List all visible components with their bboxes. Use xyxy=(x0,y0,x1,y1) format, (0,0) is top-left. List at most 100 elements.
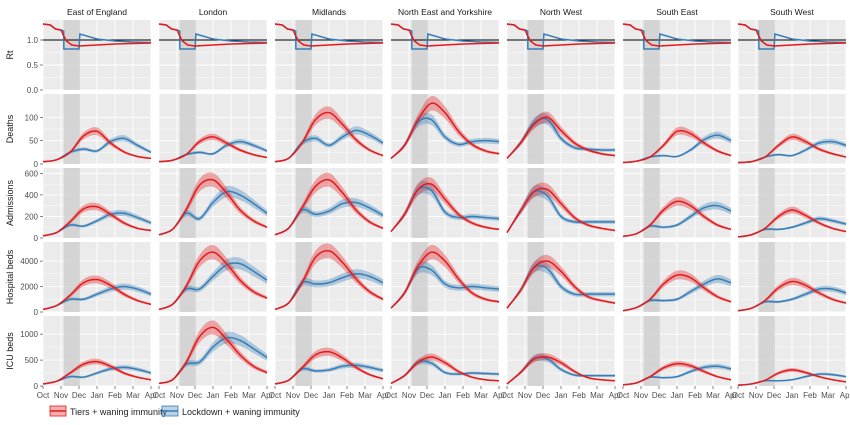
strip-south-east: South East xyxy=(623,3,731,19)
y-tick-label: 2000 xyxy=(20,283,38,292)
series-line-tiers xyxy=(622,362,732,386)
series-band-tiers xyxy=(275,347,383,385)
panel-east-of-england-rt: 0.0 0.5 1.0 Rt xyxy=(5,20,152,95)
lockdown-shade xyxy=(758,316,775,386)
lockdown-shade xyxy=(643,94,660,164)
lockdown-shade xyxy=(179,94,196,164)
panel-midlands-rt xyxy=(274,20,384,91)
x-tick-label: Mar xyxy=(706,391,720,400)
panel-north-east-and-yorkshire-hospital xyxy=(390,242,500,313)
strip-title-midlands: Midlands xyxy=(312,7,346,17)
panel-east-of-england-deaths: 0 50 100 Deaths xyxy=(5,94,152,169)
x-tick-label: Mar xyxy=(242,391,256,400)
y-axis-label-deaths: Deaths xyxy=(5,114,15,143)
series-line-tiers xyxy=(274,350,384,385)
x-tick-label: Oct xyxy=(617,391,630,400)
panel-north-west-icu: Oct Nov Dec Jan Feb Mar Apr xyxy=(501,316,622,400)
series-line-tiers xyxy=(42,23,152,47)
strip-south-west: South West xyxy=(738,3,846,19)
x-tick-label: Jan xyxy=(323,391,336,400)
panel-south-west-admissions xyxy=(737,168,847,239)
panel-london-admissions xyxy=(158,168,268,239)
legend-label-tiers: Tiers + waning immunity xyxy=(70,407,167,417)
lockdown-shade xyxy=(643,316,660,386)
y-tick-label: 100 xyxy=(25,113,39,122)
series-line-tiers xyxy=(622,273,732,312)
lockdown-shade xyxy=(527,242,544,312)
x-tick-label: Mar xyxy=(821,391,835,400)
series-line-tiers xyxy=(158,251,268,311)
series-line-tiers xyxy=(274,249,384,311)
x-tick-label: Apr xyxy=(261,391,274,400)
x-tick-label: Jan xyxy=(671,391,684,400)
y-axis-label-admissions: Admissions xyxy=(5,179,15,226)
x-tick-label: Mar xyxy=(358,391,372,400)
lockdown-shade xyxy=(527,168,544,238)
x-tick-label: Jan xyxy=(91,391,104,400)
series-band-tiers xyxy=(391,95,499,160)
y-tick-label: 200 xyxy=(25,212,39,221)
series-band-tiers xyxy=(623,126,731,163)
x-tick-label: Apr xyxy=(493,391,506,400)
y-tick-label: 0 xyxy=(34,160,39,169)
lockdown-shade xyxy=(411,316,428,386)
series-line-tiers xyxy=(42,360,152,385)
x-tick-label: Feb xyxy=(803,391,817,400)
lockdown-shade xyxy=(758,94,775,164)
x-tick-label: Oct xyxy=(385,391,398,400)
series-band-lockdown xyxy=(738,285,846,311)
panel-south-west-rt xyxy=(737,20,847,91)
strip-title-south-west: South West xyxy=(770,7,814,17)
x-tick-label: Apr xyxy=(840,391,850,400)
strip-london: London xyxy=(159,3,267,19)
series-line-tiers xyxy=(390,23,500,47)
y-axis-label-icu: ICU beds xyxy=(5,332,15,370)
panel-north-west-admissions xyxy=(506,168,616,239)
lockdown-shade xyxy=(643,168,660,238)
panel-south-east-rt xyxy=(622,20,732,91)
x-tick-label: Oct xyxy=(269,391,282,400)
x-tick-label: Oct xyxy=(732,391,745,400)
legend: Tiers + waning immunity Lockdown + wanin… xyxy=(49,405,300,417)
lockdown-shade xyxy=(63,168,80,238)
panel-grid: East of England 0.0 0.5 1.0 Rt 0 50 100 Deaths 0 2… xyxy=(5,3,850,400)
panel-london-rt xyxy=(158,20,268,91)
series-band-tiers xyxy=(43,202,151,237)
panel-london-deaths xyxy=(158,94,268,165)
series-line-tiers xyxy=(737,280,847,312)
panel-south-east-deaths xyxy=(622,94,732,165)
strip-bg-south-west xyxy=(738,3,846,19)
panel-london-hospital xyxy=(158,242,268,313)
panel-midlands-deaths xyxy=(274,94,384,165)
series-line-tiers xyxy=(390,356,500,385)
x-tick-label: Nov xyxy=(286,391,300,400)
strip-north-west: North West xyxy=(507,3,615,19)
x-tick-label: Nov xyxy=(54,391,68,400)
series-band-tiers xyxy=(391,353,499,384)
y-tick-label: 0 xyxy=(34,234,39,243)
strip-bg-london xyxy=(159,3,267,19)
lockdown-shade xyxy=(179,20,196,90)
series-line-tiers xyxy=(737,23,847,47)
strip-bg-south-east xyxy=(623,3,731,19)
panel-south-west-icu: Oct Nov Dec Jan Feb Mar Apr xyxy=(732,316,850,400)
panel-north-east-and-yorkshire-rt xyxy=(390,20,500,91)
series-line-tiers xyxy=(737,369,847,386)
series-band-tiers xyxy=(391,177,499,233)
series-band-tiers xyxy=(159,244,267,310)
panel-north-east-and-yorkshire-deaths xyxy=(390,94,500,165)
lockdown-shade xyxy=(295,20,312,90)
legend-label-lockdown: Lockdown + waning immunity xyxy=(182,407,300,417)
series-band-lockdown xyxy=(275,126,383,162)
series-line-tiers xyxy=(158,136,268,163)
lockdown-shade xyxy=(758,168,775,238)
series-line-tiers xyxy=(622,200,732,238)
panel-midlands-hospital xyxy=(274,242,384,313)
panel-east-of-england-icu: 0 500 1000 ICU beds Oct Nov Dec Jan Feb Mar Apr xyxy=(5,316,158,400)
panel-south-east-admissions xyxy=(622,168,732,239)
panel-north-east-and-yorkshire-icu: Oct Nov Dec Jan Feb Mar Apr xyxy=(385,316,506,400)
y-tick-label: 600 xyxy=(25,169,39,178)
x-tick-label: Nov xyxy=(749,391,763,400)
x-tick-label: Dec xyxy=(188,391,202,400)
panel-midlands-icu: Oct Nov Dec Jan Feb Mar Apr xyxy=(269,316,390,400)
